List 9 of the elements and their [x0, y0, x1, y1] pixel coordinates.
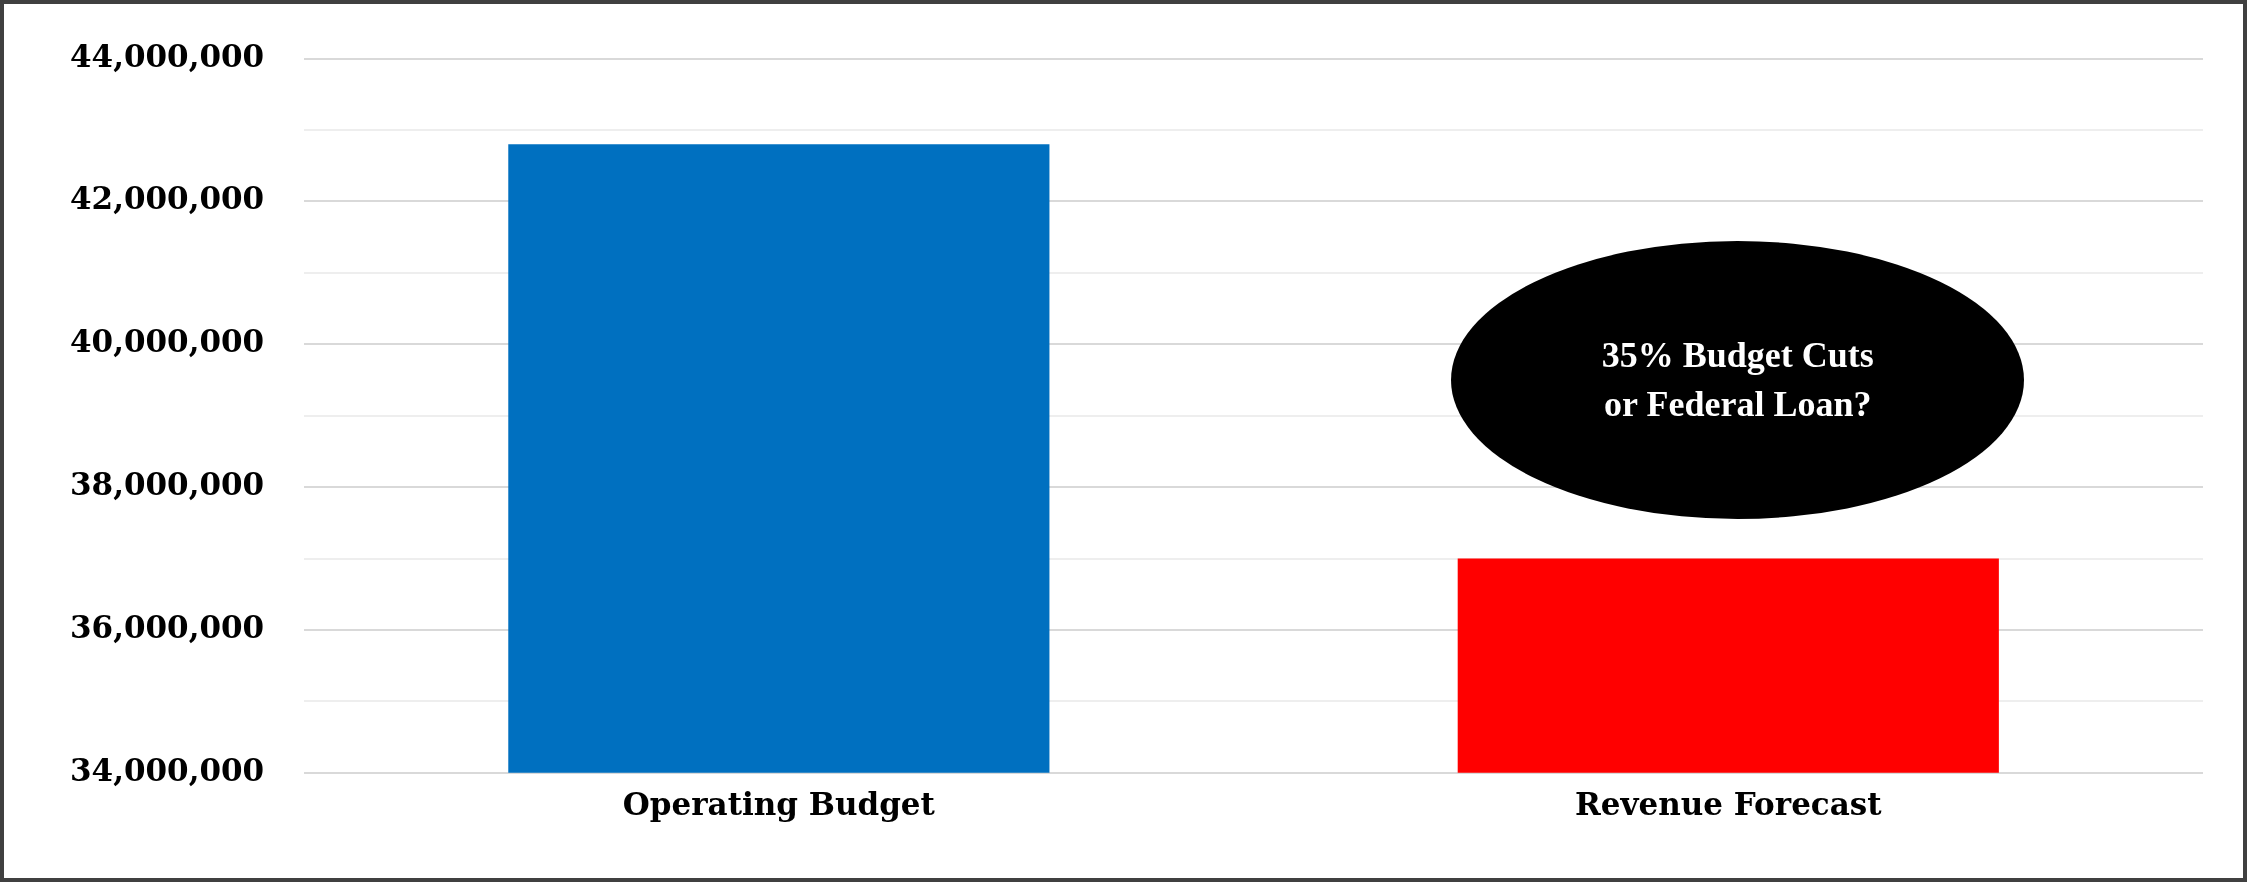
y-tick-label: 42,000,000 [69, 180, 265, 217]
y-tick-label: 36,000,000 [69, 609, 265, 646]
y-tick-label: 40,000,000 [69, 323, 265, 360]
x-tick-label: Revenue Forecast [1574, 786, 1883, 823]
ellipse-callout: 35% Budget Cuts or Federal Loan? [1451, 241, 2025, 519]
y-tick-label: 34,000,000 [69, 751, 265, 788]
y-tick-label: 38,000,000 [69, 466, 265, 503]
y-tick-label: 44,000,000 [69, 37, 265, 74]
x-tick-label: Operating Budget [622, 786, 936, 823]
